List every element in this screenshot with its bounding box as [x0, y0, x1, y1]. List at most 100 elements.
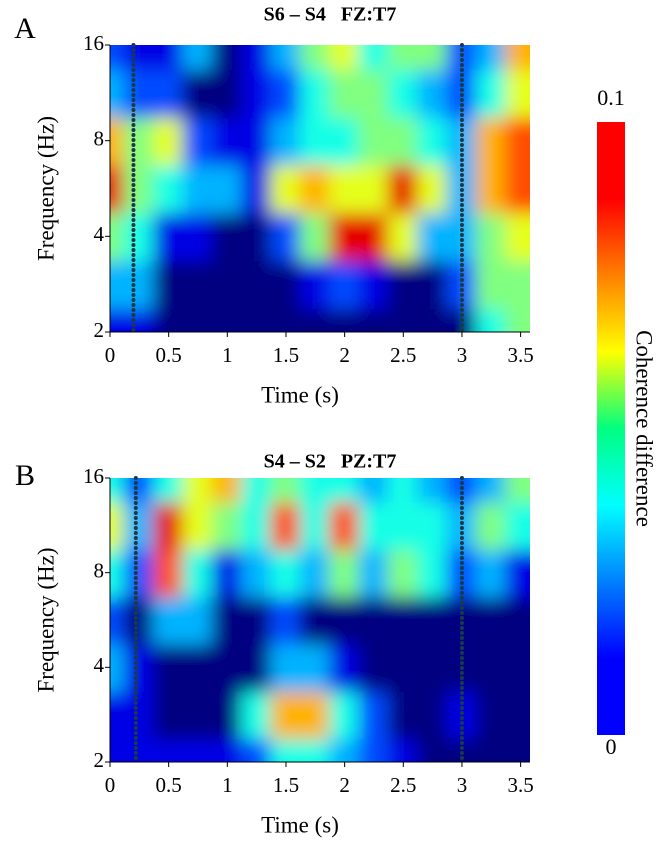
heatmap-cell: [211, 737, 243, 762]
heatmap-cell: [416, 595, 449, 645]
heatmap-cell: [504, 689, 530, 740]
heatmap-cell: [270, 642, 302, 692]
heatmap-cell: [182, 500, 214, 551]
heatmap-cell: [211, 259, 243, 310]
heatmap-cell: [182, 211, 214, 262]
heatmap-cell: [475, 259, 507, 310]
heatmap-cell: [504, 115, 530, 166]
heatmap-cell: [240, 307, 273, 332]
heatmap-cell: [270, 259, 302, 310]
x-tick-label: 3.5: [507, 773, 533, 797]
heatmap-cell: [416, 68, 449, 118]
heatmap-cell: [299, 737, 331, 762]
heatmap-cell: [387, 259, 419, 310]
heatmap-cell: [328, 478, 361, 503]
heatmap-cell: [358, 548, 390, 598]
colorbar-label: Coherence difference: [632, 330, 657, 527]
heatmap-cell: [152, 163, 185, 214]
heatmap-cell: [328, 259, 361, 310]
y-tick-label: 4: [94, 653, 105, 677]
heatmap-cell: [182, 163, 214, 214]
heatmap-cell: [328, 595, 361, 645]
heatmap-cell: [110, 595, 126, 645]
heatmap-cell: [358, 259, 390, 310]
heatmap-cell: [504, 737, 530, 762]
heatmap-cell: [299, 45, 331, 71]
heatmap-cell: [358, 68, 390, 118]
heatmap-cell: [182, 548, 214, 598]
heatmap-cell: [152, 45, 185, 71]
heatmap-cell: [358, 642, 390, 692]
heatmap-cell: [211, 500, 243, 551]
heatmap-cell: [240, 478, 273, 503]
x-axis-label: Time (s): [261, 812, 339, 837]
x-tick-label: 2.5: [390, 773, 416, 797]
heatmap-cell: [387, 737, 419, 762]
heatmap-cell: [416, 115, 449, 166]
heatmap-cell: [328, 689, 361, 740]
heatmap-cell: [358, 478, 390, 503]
heatmap-cell: [416, 737, 449, 762]
x-tick-label: 1.5: [273, 773, 299, 797]
y-axis-label: Frequency (Hz): [33, 548, 58, 693]
y-tick-label: 4: [94, 222, 105, 246]
heatmap-cell: [110, 68, 126, 118]
heatmap-cell: [504, 259, 530, 310]
heatmap-cell: [299, 595, 331, 645]
heatmap-cell: [110, 45, 126, 71]
heatmap-cell: [182, 478, 214, 503]
heatmap-cell: [182, 642, 214, 692]
heatmap-cell: [123, 259, 155, 310]
heatmap-cell: [123, 45, 155, 71]
x-tick-label: 2.5: [390, 343, 416, 367]
heatmap-cell: [475, 548, 507, 598]
y-tick-label: 16: [83, 464, 104, 488]
heatmap-cell: [182, 259, 214, 310]
heatmap-cell: [328, 68, 361, 118]
heatmap-cell: [182, 68, 214, 118]
heatmap-cell: [416, 211, 449, 262]
panel-label: B: [15, 459, 35, 492]
heatmap-cell: [387, 68, 419, 118]
heatmap-cell: [152, 307, 185, 332]
heatmap-cell: [182, 595, 214, 645]
heatmap-cell: [299, 163, 331, 214]
heatmap-cell: [110, 500, 126, 551]
heatmap-cell: [270, 45, 302, 71]
heatmap-cell: [152, 737, 185, 762]
heatmap-cell: [328, 642, 361, 692]
heatmap-cell: [416, 45, 449, 71]
y-axis-label: Frequency (Hz): [33, 116, 58, 261]
heatmap-cell: [240, 68, 273, 118]
heatmap-cell: [110, 548, 126, 598]
x-tick-label: 1: [222, 343, 233, 367]
heatmap-cell: [475, 595, 507, 645]
heatmap-cell: [504, 595, 530, 645]
heatmap-cell: [387, 307, 419, 332]
heatmap-cell: [110, 259, 126, 310]
heatmap-cell: [110, 307, 126, 332]
heatmap-cell: [152, 689, 185, 740]
heatmap-cell: [123, 642, 155, 692]
heatmap-cell: [211, 45, 243, 71]
heatmap-cell: [270, 737, 302, 762]
heatmap-cell: [182, 737, 214, 762]
heatmap-cell: [211, 642, 243, 692]
heatmap-cell: [110, 737, 126, 762]
heatmap-cell: [211, 163, 243, 214]
heatmap-cell: [504, 478, 530, 503]
heatmap-cell: [270, 115, 302, 166]
heatmap-cell: [182, 45, 214, 71]
heatmap-cell: [182, 689, 214, 740]
heatmap-cell: [328, 307, 361, 332]
heatmap-cell: [358, 500, 390, 551]
heatmap-cell: [358, 115, 390, 166]
heatmap-cell: [152, 211, 185, 262]
heatmap-cell: [475, 307, 507, 332]
y-tick-label: 2: [94, 318, 105, 342]
chart-title: S6 – S4 FZ:T7: [264, 4, 397, 26]
heatmap-cell: [504, 163, 530, 214]
heatmap-cell: [240, 45, 273, 71]
heatmap-cell: [387, 45, 419, 71]
heatmap-cell: [387, 642, 419, 692]
